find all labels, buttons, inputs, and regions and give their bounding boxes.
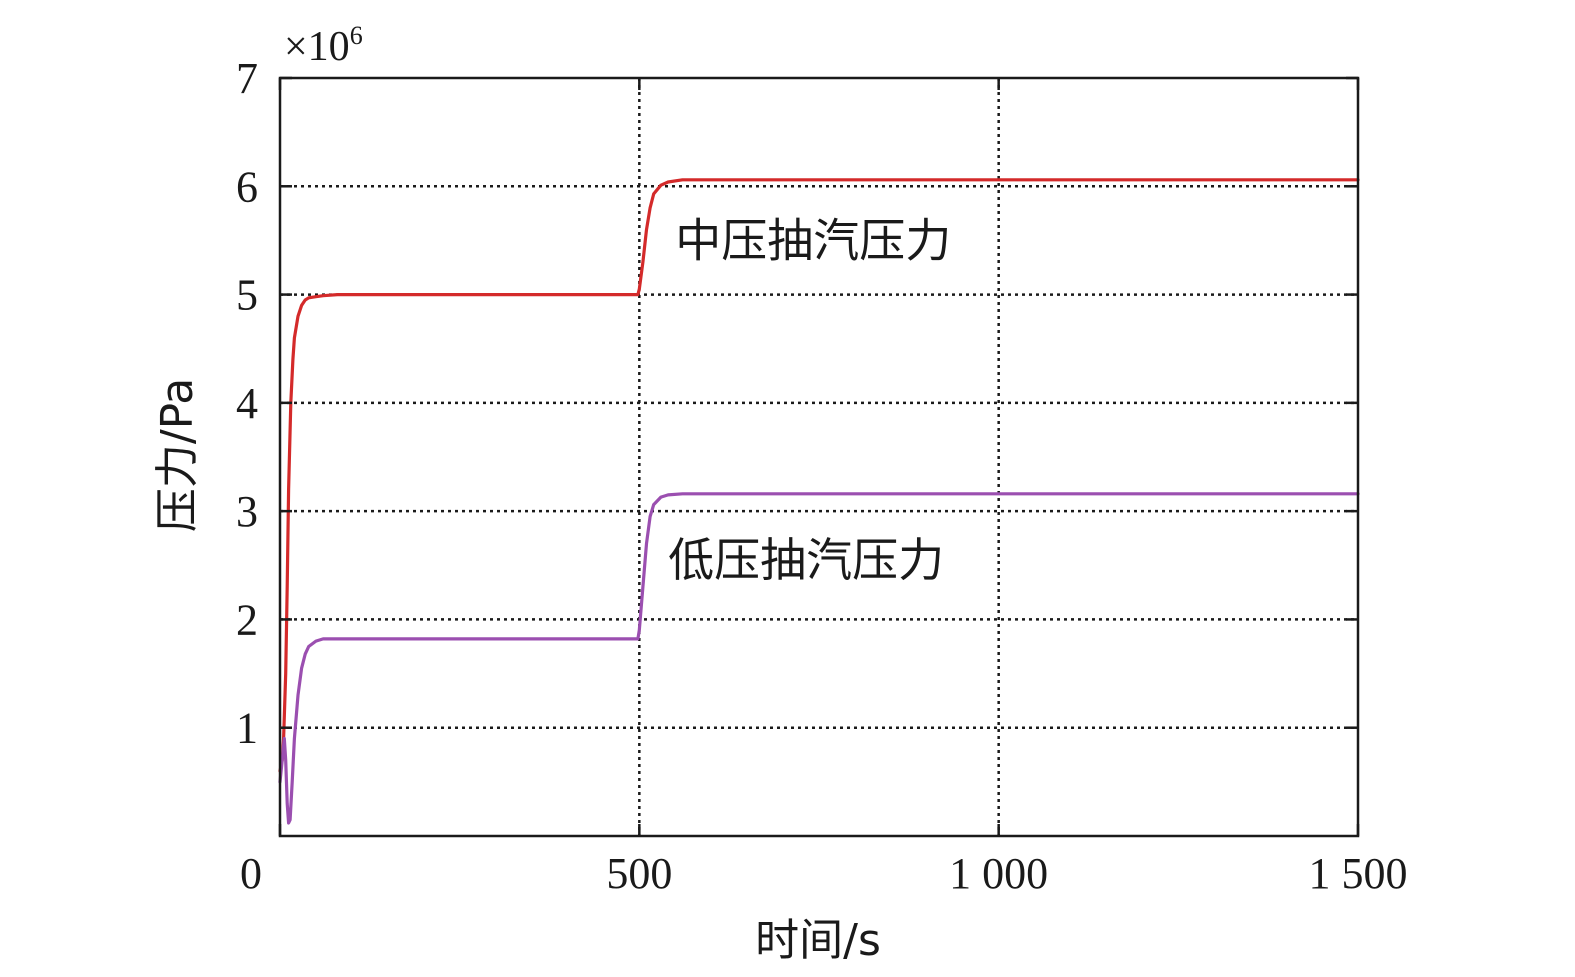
y-tick-label: 7	[236, 54, 258, 103]
data-series	[278, 178, 1360, 825]
y-tick-label: 1	[236, 704, 258, 753]
y-tick-label: 3	[236, 487, 258, 536]
x-tick-label: 1 500	[1309, 849, 1408, 898]
series-line-mid-pressure	[278, 178, 1360, 773]
y-axis-label: 压力/Pa	[152, 378, 203, 532]
x-tick-label: 1 000	[949, 849, 1048, 898]
plot-frame	[278, 76, 1360, 838]
grid-lines	[280, 78, 1358, 836]
series-line-low-pressure	[278, 492, 1360, 825]
annotation-mid-pressure: 中压抽汽压力	[675, 213, 951, 267]
y-scale-exponent: 6	[350, 21, 363, 50]
y-tick-label: 6	[236, 162, 258, 211]
x-tick-label: 0	[240, 849, 262, 898]
x-axis-label: 时间/s	[755, 915, 881, 966]
y-scale-base: ×10	[284, 24, 350, 70]
x-tick-label: 500	[606, 849, 672, 898]
annotation-low-pressure: 低压抽汽压力	[668, 533, 944, 587]
y-tick-label: 2	[236, 595, 258, 644]
tick-marks: 1 2 3 4 5 6 7 0 500 1 000 1 500	[236, 54, 1408, 898]
y-tick-label: 4	[236, 379, 258, 428]
y-tick-label: 5	[236, 271, 258, 320]
y-scale-multiplier: ×106	[284, 21, 363, 70]
